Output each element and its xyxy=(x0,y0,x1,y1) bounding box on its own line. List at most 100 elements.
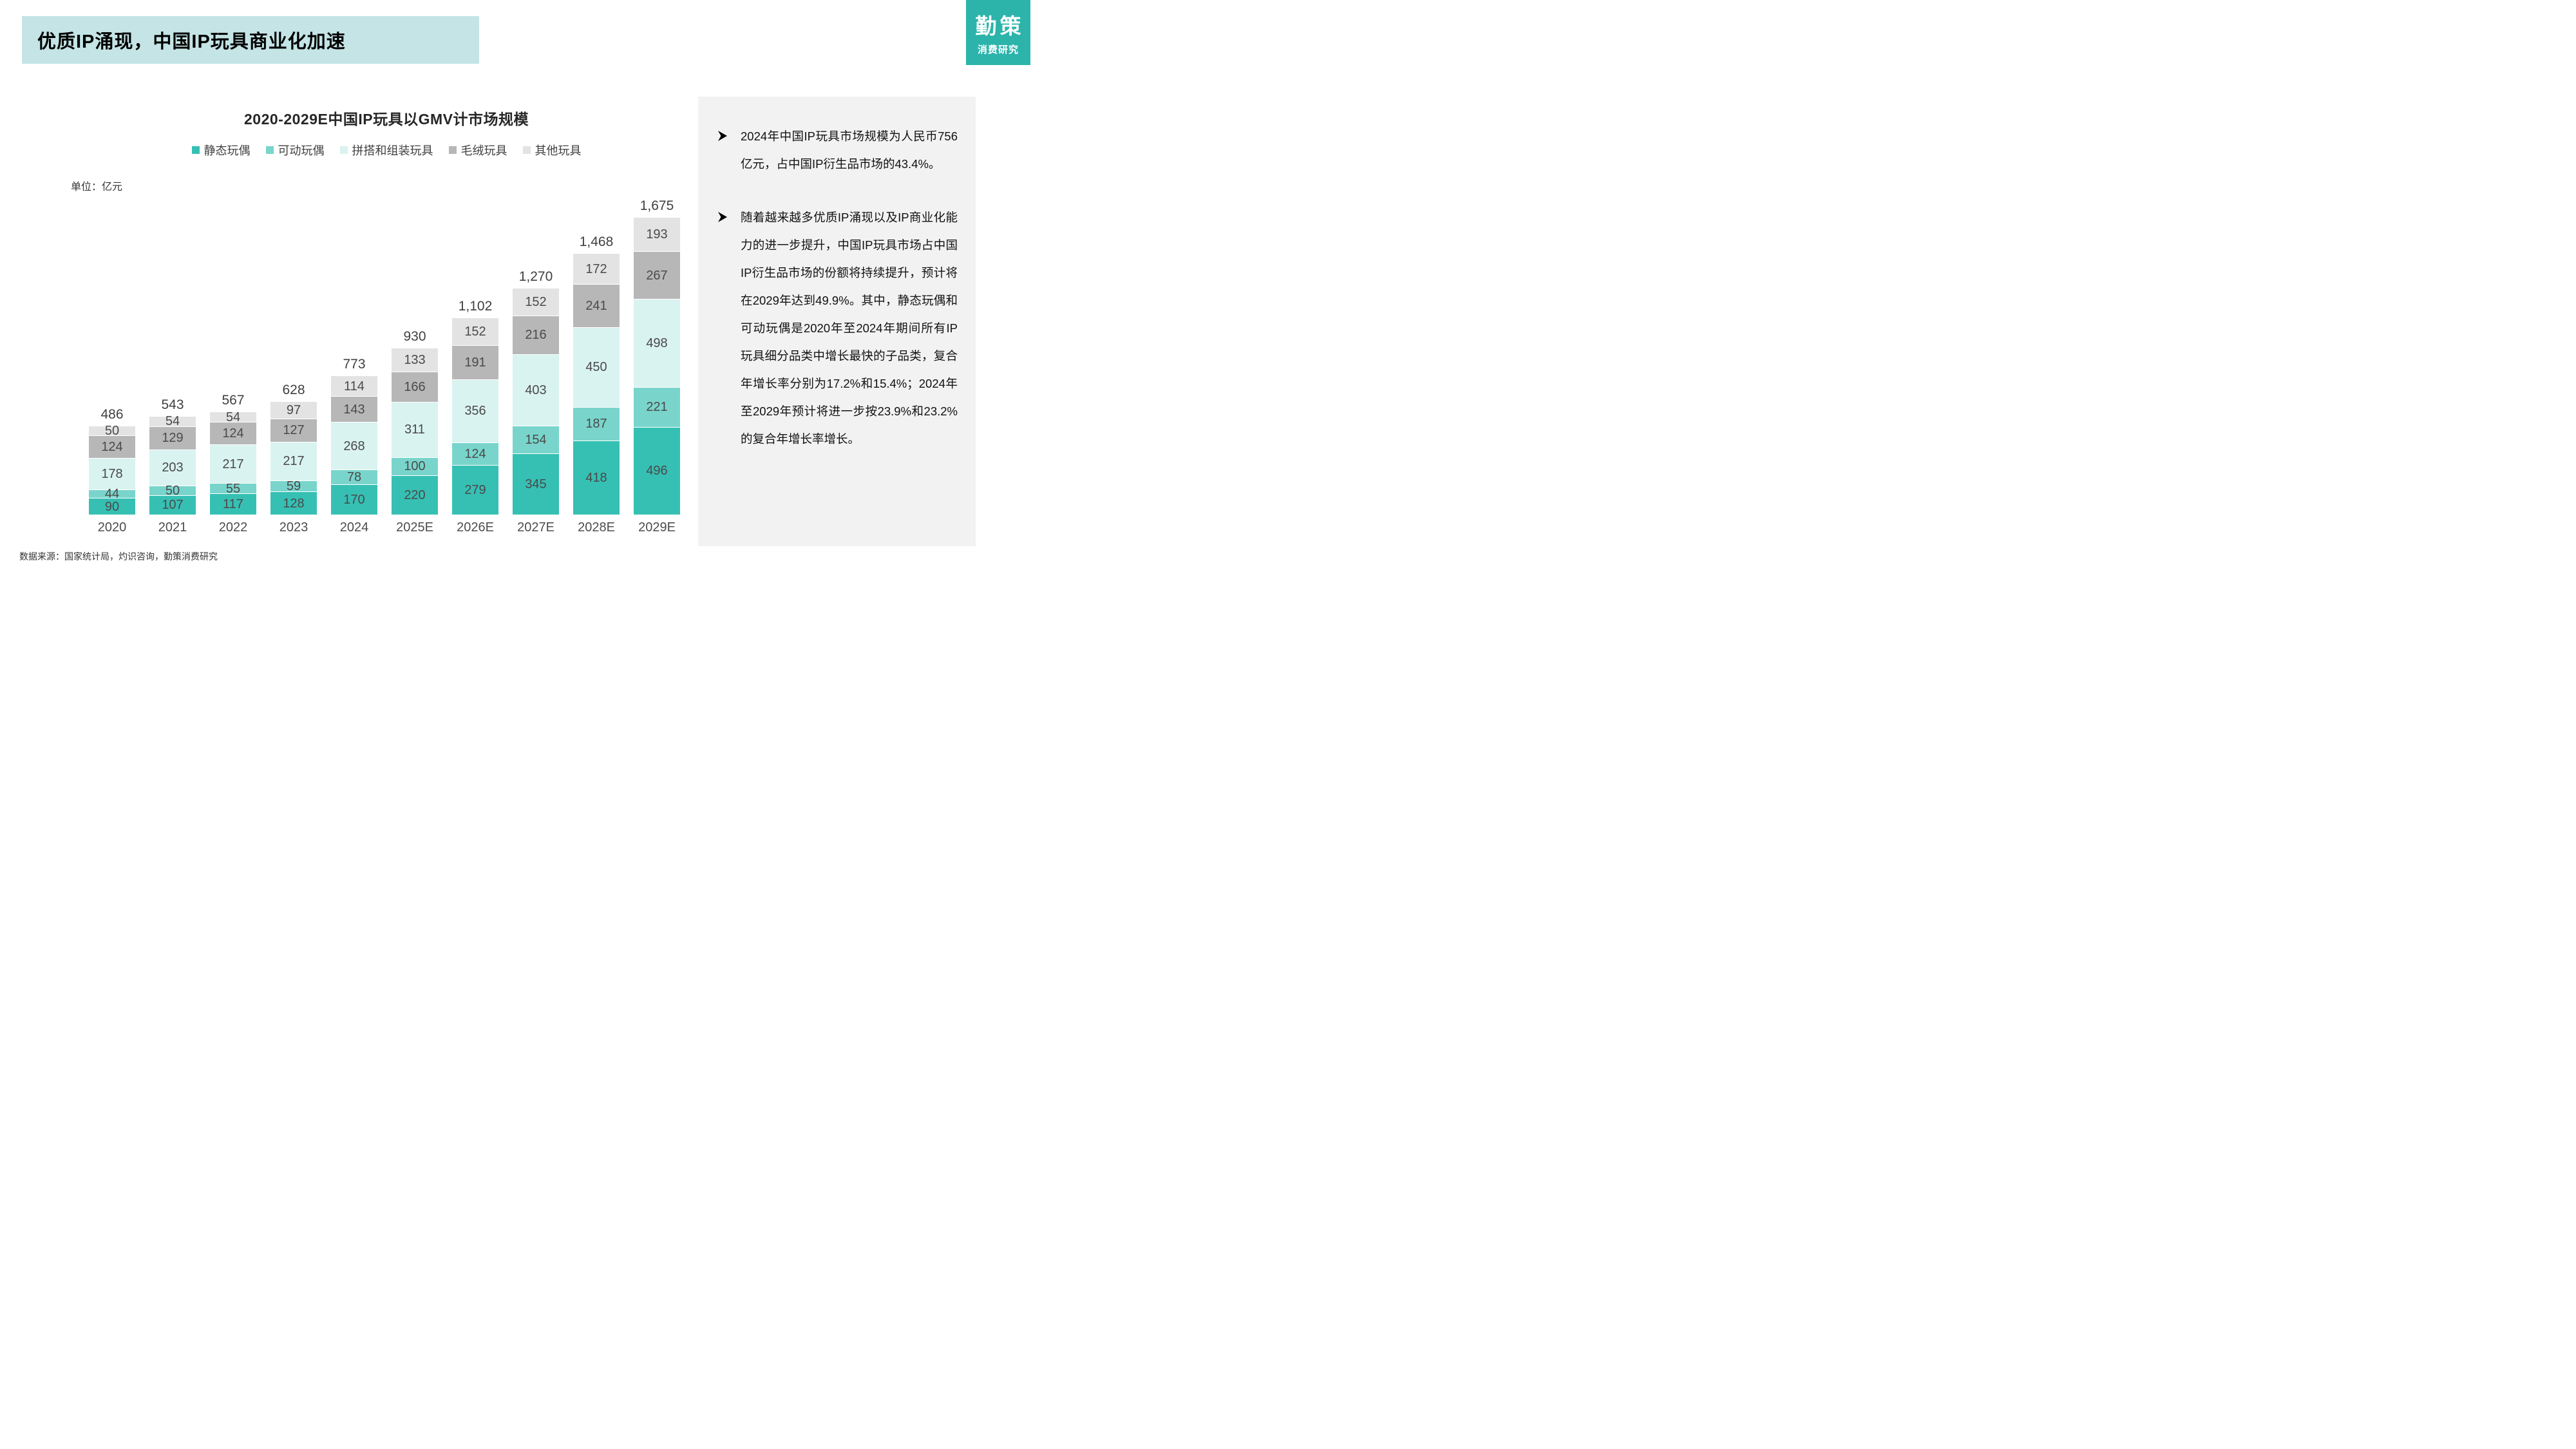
bar-segment-拼搭和组装玩具: 217 xyxy=(210,444,256,484)
segment-value-label: 170 xyxy=(343,492,365,507)
bar-segment-静态玩偶: 345 xyxy=(513,453,559,515)
bar-segment-其他玩具: 152 xyxy=(513,289,559,316)
x-axis-label-2027E: 2027E xyxy=(517,520,554,535)
chart-title: 2020-2029E中国IP玩具以GMV计市场规模 xyxy=(244,111,529,128)
bar-2024: 773 114 143 268 78 170 xyxy=(324,188,384,515)
segment-value-label: 44 xyxy=(104,487,120,502)
segment-value-label: 268 xyxy=(343,439,365,453)
insight-panel: 2024年中国IP玩具市场规模为人民币756亿元，占中国IP衍生品市场的43.4… xyxy=(698,97,976,546)
total-label: 930 xyxy=(403,329,426,345)
bar-segment-拼搭和组装玩具: 217 xyxy=(270,442,317,481)
bars-plot: 486 50 124 178 44 90 543 54 129 203 50 107 567 54 124 2… xyxy=(82,188,687,515)
brand-logo-name: 勤策 xyxy=(975,14,1025,38)
segment-value-label: 55 xyxy=(225,481,241,496)
bar-segment-可动玩偶: 221 xyxy=(634,388,680,427)
bar-segment-其他玩具: 97 xyxy=(270,401,317,419)
bar-2023: 628 97 127 217 59 128 xyxy=(263,188,324,515)
bar-segment-可动玩偶: 44 xyxy=(89,487,135,502)
bar-segment-毛绒玩具: 127 xyxy=(270,419,317,442)
legend-item-其他玩具: 其他玩具 xyxy=(522,142,582,158)
segment-value-label: 133 xyxy=(404,353,426,368)
legend-item-静态玩偶: 静态玩偶 xyxy=(191,142,251,158)
segment-value-label: 154 xyxy=(525,432,547,447)
segment-value-label: 345 xyxy=(525,477,547,491)
bar-2025E: 930 133 166 311 100 220 xyxy=(384,188,445,515)
segment-value-label: 203 xyxy=(162,460,184,475)
bar-segment-其他玩具: 172 xyxy=(573,254,620,285)
segment-value-label: 54 xyxy=(225,410,241,424)
insight-text: 随着越来越多优质IP涌现以及IP商业化能力的进一步提升，中国IP玩具市场占中国I… xyxy=(741,211,958,446)
bar-segment-拼搭和组装玩具: 403 xyxy=(513,354,559,426)
bar-segment-可动玩偶: 59 xyxy=(270,480,317,493)
x-axis-label-2020: 2020 xyxy=(97,520,127,535)
segment-value-label: 152 xyxy=(525,295,547,310)
segment-value-label: 124 xyxy=(101,439,123,454)
bar-segment-其他玩具: 114 xyxy=(331,376,377,397)
bar-segment-静态玩偶: 418 xyxy=(573,440,620,515)
x-axis-label-2021: 2021 xyxy=(158,520,187,535)
bar-2020: 486 50 124 178 44 90 xyxy=(82,188,142,515)
bullet-arrow-icon xyxy=(717,204,741,226)
segment-value-label: 97 xyxy=(286,402,301,417)
segment-value-label: 172 xyxy=(585,261,607,276)
segment-value-label: 356 xyxy=(464,404,486,419)
x-axis-label-2022: 2022 xyxy=(218,520,248,535)
bar-segment-静态玩偶: 128 xyxy=(270,492,317,515)
segment-value-label: 403 xyxy=(525,383,547,397)
bar-segment-拼搭和组装玩具: 356 xyxy=(452,379,498,442)
segment-value-label: 187 xyxy=(585,417,607,431)
bar-segment-可动玩偶: 187 xyxy=(573,407,620,440)
legend-label: 其他玩具 xyxy=(535,144,582,157)
segment-value-label: 217 xyxy=(222,457,244,471)
brand-logo-subtitle: 消费研究 xyxy=(977,44,1019,55)
slide: 优质IP涌现，中国IP玩具商业化加速 勤策 消费研究 2020-2029E中国I… xyxy=(0,0,1030,580)
x-axis-label-2025E: 2025E xyxy=(396,520,433,535)
total-label: 1,675 xyxy=(639,198,674,213)
legend-swatch-icon xyxy=(191,146,200,154)
segment-value-label: 127 xyxy=(283,423,305,438)
bar-segment-拼搭和组装玩具: 268 xyxy=(331,422,377,470)
bar-segment-毛绒玩具: 191 xyxy=(452,345,498,379)
bar-segment-拼搭和组装玩具: 498 xyxy=(634,299,680,388)
segment-value-label: 117 xyxy=(223,497,243,512)
bar-segment-静态玩偶: 117 xyxy=(210,494,256,515)
segment-value-label: 129 xyxy=(162,431,184,446)
bar-2021: 543 54 129 203 50 107 xyxy=(142,188,203,515)
source-note: 数据来源：国家统计局，灼识咨询，勤策消费研究 xyxy=(19,551,218,562)
legend-swatch-icon xyxy=(339,146,348,154)
bar-segment-拼搭和组装玩具: 203 xyxy=(149,450,196,486)
bar-segment-毛绒玩具: 124 xyxy=(89,435,135,458)
bar-segment-毛绒玩具: 267 xyxy=(634,252,680,299)
bar-segment-拼搭和组装玩具: 450 xyxy=(573,327,620,407)
bar-segment-可动玩偶: 154 xyxy=(513,426,559,453)
brand-logo: 勤策 消费研究 xyxy=(966,0,1030,65)
segment-value-label: 50 xyxy=(165,483,180,498)
legend-label: 可动玩偶 xyxy=(278,144,325,157)
x-axis-label-2023: 2023 xyxy=(279,520,308,535)
total-label: 773 xyxy=(343,357,366,372)
segment-value-label: 100 xyxy=(404,459,426,474)
bar-segment-静态玩偶: 279 xyxy=(452,465,498,515)
insight-text: 2024年中国IP玩具市场规模为人民币756亿元，占中国IP衍生品市场的43.4… xyxy=(741,129,958,171)
bar-segment-其他玩具: 193 xyxy=(634,217,680,252)
segment-value-label: 107 xyxy=(162,498,184,513)
x-axis-label-2029E: 2029E xyxy=(638,520,676,535)
bar-2022: 567 54 124 217 55 117 xyxy=(203,188,263,515)
chart-legend: 静态玩偶 可动玩偶 拼搭和组装玩具 毛绒玩具 其他玩具 xyxy=(84,142,689,158)
x-axis-label-2024: 2024 xyxy=(339,520,369,535)
segment-value-label: 54 xyxy=(165,414,180,429)
segment-value-label: 128 xyxy=(283,496,305,511)
total-label: 1,102 xyxy=(458,299,493,314)
legend-label: 拼搭和组装玩具 xyxy=(352,144,433,157)
bar-segment-静态玩偶: 170 xyxy=(331,484,377,515)
total-label: 567 xyxy=(222,393,245,408)
bar-segment-可动玩偶: 100 xyxy=(392,457,438,475)
bar-segment-毛绒玩具: 143 xyxy=(331,397,377,422)
segment-value-label: 124 xyxy=(222,426,244,440)
page-title-bar: 优质IP涌现，中国IP玩具商业化加速 xyxy=(22,16,479,64)
bar-segment-毛绒玩具: 124 xyxy=(210,422,256,444)
segment-value-label: 78 xyxy=(346,469,362,484)
legend-item-毛绒玩具: 毛绒玩具 xyxy=(448,142,507,158)
bar-segment-可动玩偶: 55 xyxy=(210,481,256,496)
legend-label: 毛绒玩具 xyxy=(460,144,507,157)
